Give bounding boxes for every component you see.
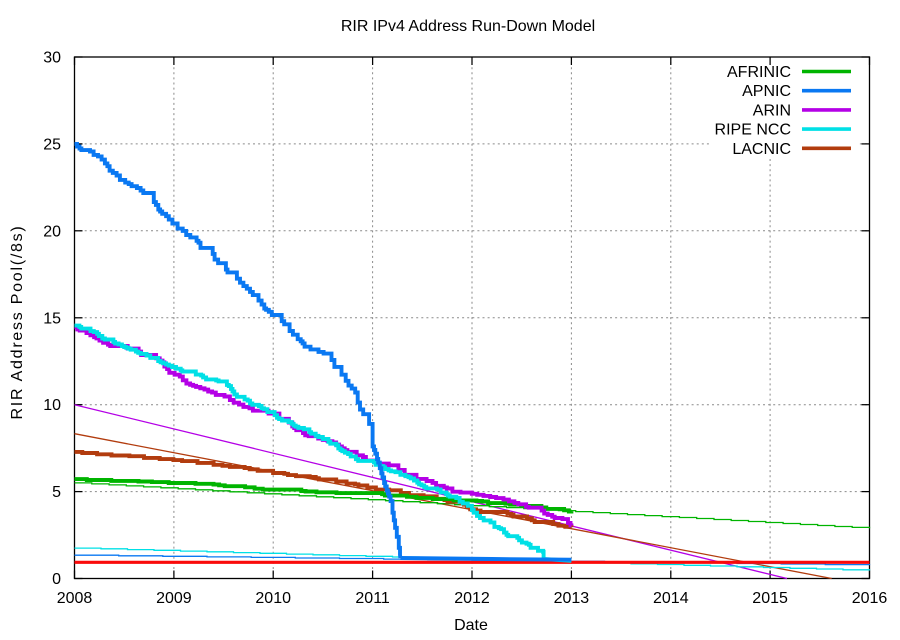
svg-text:2008: 2008 (57, 590, 93, 607)
svg-text:10: 10 (43, 397, 61, 414)
svg-text:RIR IPv4 Address Run-Down Mode: RIR IPv4 Address Run-Down Model (341, 18, 595, 35)
svg-text:Date: Date (454, 617, 488, 634)
svg-text:2014: 2014 (653, 590, 689, 607)
svg-text:2016: 2016 (852, 590, 888, 607)
svg-text:2010: 2010 (255, 590, 291, 607)
svg-text:LACNIC: LACNIC (732, 141, 791, 158)
svg-text:2009: 2009 (156, 590, 192, 607)
svg-text:25: 25 (43, 136, 61, 153)
svg-text:15: 15 (43, 310, 61, 327)
svg-text:AFRINIC: AFRINIC (727, 64, 791, 81)
svg-text:2015: 2015 (752, 590, 788, 607)
svg-text:RIPE NCC: RIPE NCC (715, 122, 791, 139)
svg-text:30: 30 (43, 50, 61, 67)
svg-text:APNIC: APNIC (742, 83, 791, 100)
svg-text:RIR Address Pool(/8s): RIR Address Pool(/8s) (9, 224, 26, 419)
svg-text:5: 5 (52, 484, 61, 501)
svg-text:2011: 2011 (355, 590, 390, 607)
svg-text:2013: 2013 (554, 590, 590, 607)
svg-text:0: 0 (52, 571, 61, 588)
svg-text:20: 20 (43, 223, 61, 240)
svg-text:2012: 2012 (454, 590, 490, 607)
svg-text:ARIN: ARIN (753, 102, 791, 119)
